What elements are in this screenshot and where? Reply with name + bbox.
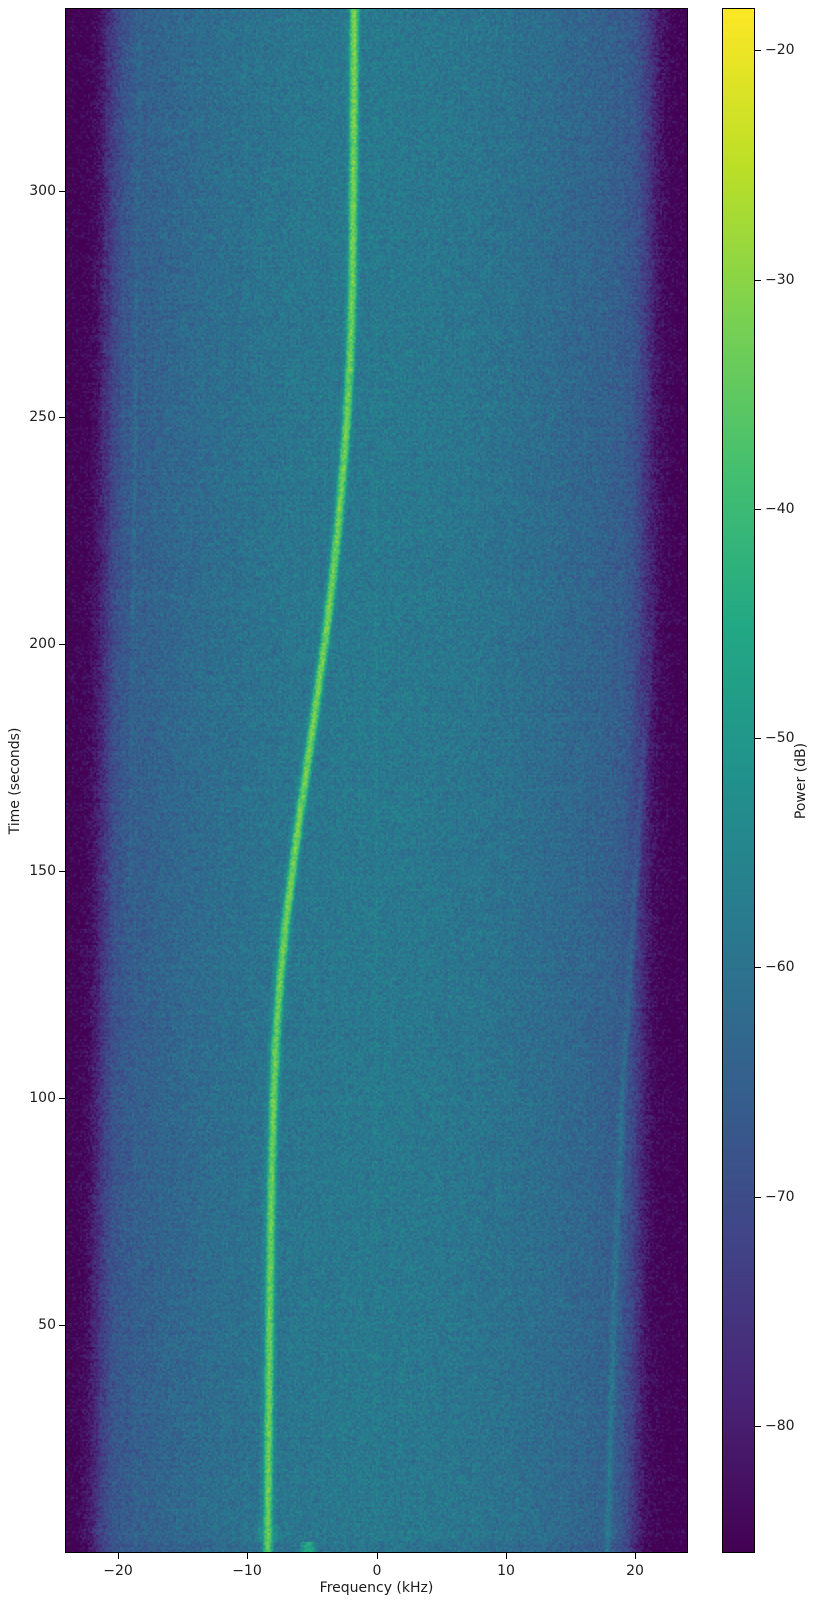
x-tick xyxy=(118,1553,119,1559)
colorbar-tick-label: −60 xyxy=(765,959,795,975)
colorbar-gradient xyxy=(723,9,754,1552)
colorbar-tick xyxy=(755,509,761,510)
x-tick-label: 10 xyxy=(497,1563,515,1579)
y-tick-label: 150 xyxy=(29,863,56,879)
colorbar-tick-label: −50 xyxy=(765,730,795,746)
x-tick-label: 0 xyxy=(372,1563,382,1579)
colorbar-tick-label: −30 xyxy=(765,272,795,288)
spectrogram-heatmap xyxy=(66,9,687,1552)
y-tick xyxy=(59,871,65,872)
colorbar-tick xyxy=(755,1426,761,1427)
y-tick-label: 300 xyxy=(29,183,56,199)
colorbar-tick-label: −20 xyxy=(765,42,795,58)
x-axis-label: Frequency (kHz) xyxy=(319,1580,434,1596)
colorbar-tick xyxy=(755,280,761,281)
colorbar-tick-label: −40 xyxy=(765,501,795,517)
y-tick xyxy=(59,1098,65,1099)
x-tick xyxy=(377,1553,378,1559)
colorbar-tick xyxy=(755,50,761,51)
colorbar-label: Power (dB) xyxy=(793,742,809,819)
y-tick xyxy=(59,417,65,418)
colorbar-tick-label: −70 xyxy=(765,1189,795,1205)
colorbar-tick xyxy=(755,1197,761,1198)
y-tick xyxy=(59,191,65,192)
y-tick-label: 250 xyxy=(29,409,56,425)
y-tick xyxy=(59,1325,65,1326)
x-tick xyxy=(247,1553,248,1559)
x-tick xyxy=(506,1553,507,1559)
y-tick xyxy=(59,644,65,645)
x-tick-label: 20 xyxy=(626,1563,644,1579)
x-tick-label: −10 xyxy=(232,1563,262,1579)
x-tick xyxy=(635,1553,636,1559)
colorbar-tick-label: −80 xyxy=(765,1418,795,1434)
colorbar-tick xyxy=(755,967,761,968)
y-tick-label: 200 xyxy=(29,636,56,652)
y-axis-label: Time (seconds) xyxy=(7,727,23,834)
y-tick-label: 100 xyxy=(29,1090,56,1106)
y-tick-label: 50 xyxy=(38,1317,56,1333)
colorbar-tick xyxy=(755,738,761,739)
x-tick-label: −20 xyxy=(103,1563,133,1579)
